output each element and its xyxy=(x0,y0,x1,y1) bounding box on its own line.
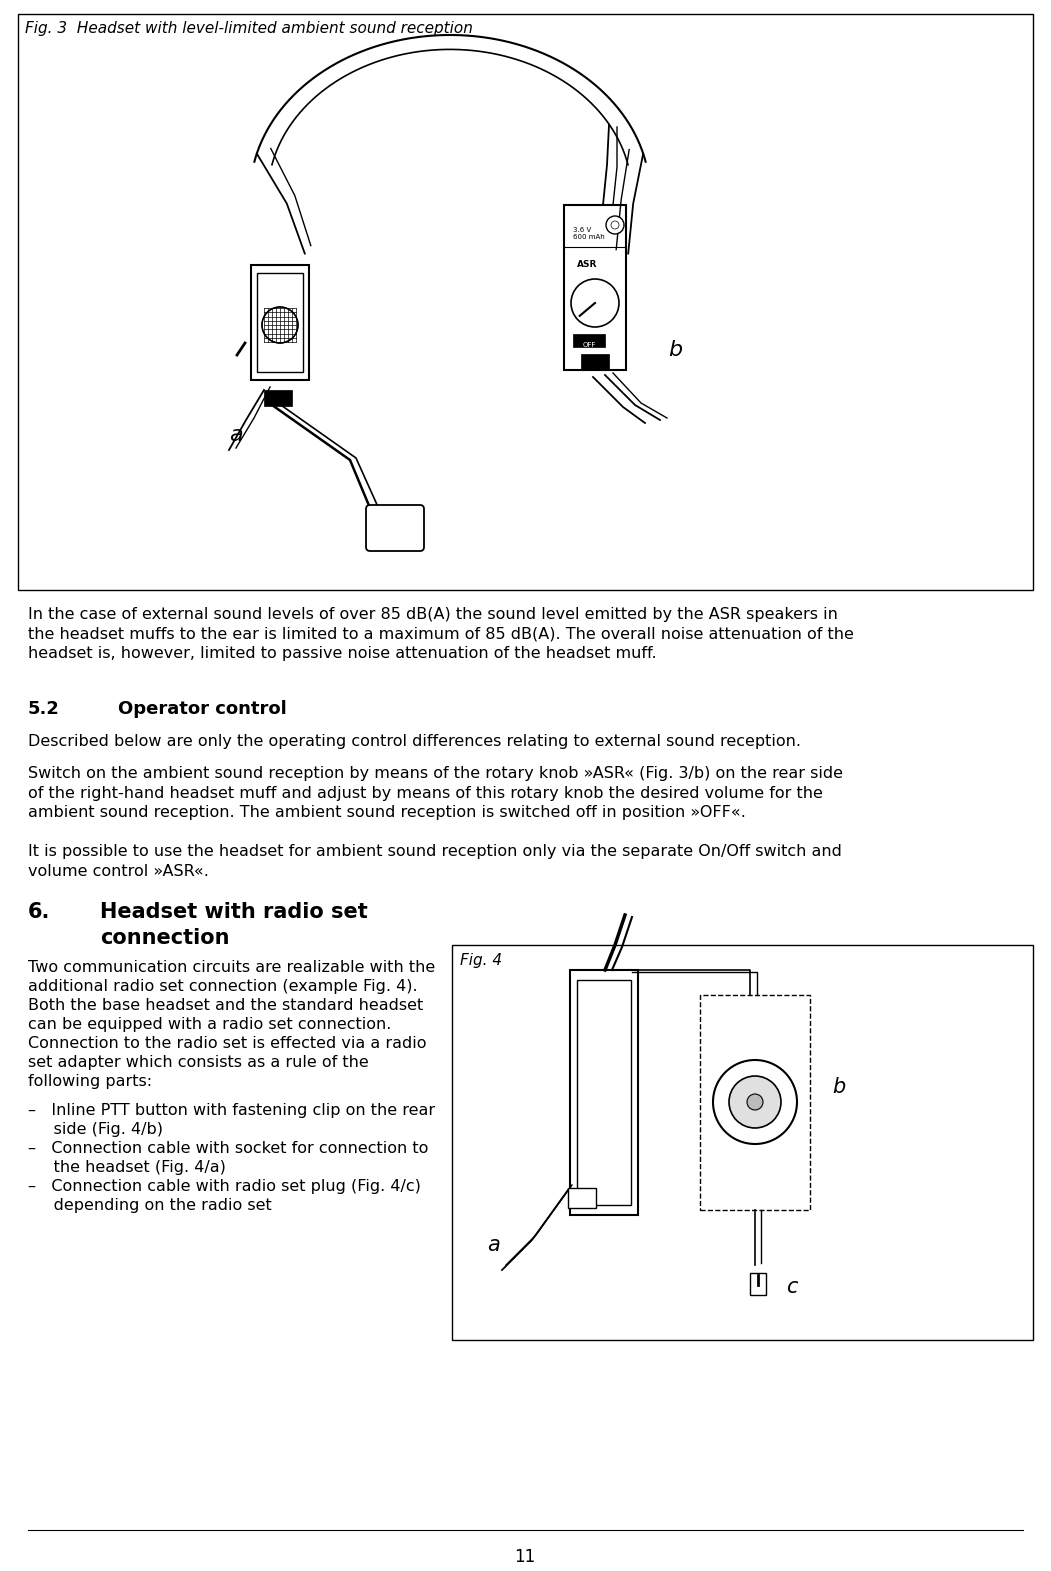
Circle shape xyxy=(611,222,619,229)
Bar xyxy=(573,335,605,347)
Text: a: a xyxy=(229,426,243,445)
Bar xyxy=(251,265,309,380)
FancyBboxPatch shape xyxy=(366,504,424,551)
Text: Fig. 3  Headset with level-limited ambient sound reception: Fig. 3 Headset with level-limited ambien… xyxy=(25,20,473,36)
Text: In the case of external sound levels of over 85 dB(A) the sound level emitted by: In the case of external sound levels of … xyxy=(28,606,853,661)
Text: b: b xyxy=(668,339,682,360)
Text: Operator control: Operator control xyxy=(118,701,287,718)
Text: a: a xyxy=(488,1235,500,1255)
Text: connection: connection xyxy=(100,928,229,947)
Text: Described below are only the operating control differences relating to external : Described below are only the operating c… xyxy=(28,734,801,749)
Text: Headset with radio set: Headset with radio set xyxy=(100,902,368,922)
Circle shape xyxy=(729,1076,781,1128)
Circle shape xyxy=(713,1060,797,1144)
Bar xyxy=(581,353,609,371)
Bar xyxy=(257,273,303,372)
Text: –   Connection cable with socket for connection to: – Connection cable with socket for conne… xyxy=(28,1141,429,1156)
Circle shape xyxy=(606,215,624,234)
Text: 3.6 V
600 mAh: 3.6 V 600 mAh xyxy=(573,226,604,240)
Text: side (Fig. 4/b): side (Fig. 4/b) xyxy=(28,1122,163,1137)
Circle shape xyxy=(571,280,619,327)
Bar xyxy=(577,980,631,1205)
Bar xyxy=(568,1188,596,1208)
Bar xyxy=(264,390,292,405)
Text: It is possible to use the headset for ambient sound reception only via the separ: It is possible to use the headset for am… xyxy=(28,844,842,878)
Bar xyxy=(564,204,626,371)
Circle shape xyxy=(747,1093,763,1111)
Circle shape xyxy=(262,306,298,342)
Text: 5.2: 5.2 xyxy=(28,701,60,718)
Bar xyxy=(452,946,1033,1340)
Text: set adapter which consists as a rule of the: set adapter which consists as a rule of … xyxy=(28,1056,369,1070)
Bar xyxy=(18,14,1033,591)
Text: c: c xyxy=(786,1277,798,1298)
Text: Both the base headset and the standard headset: Both the base headset and the standard h… xyxy=(28,998,424,1013)
Bar xyxy=(700,994,810,1210)
Text: the headset (Fig. 4/a): the headset (Fig. 4/a) xyxy=(28,1159,226,1175)
Text: –   Inline PTT button with fastening clip on the rear: – Inline PTT button with fastening clip … xyxy=(28,1103,435,1119)
Text: following parts:: following parts: xyxy=(28,1075,152,1089)
Text: –   Connection cable with radio set plug (Fig. 4/c): – Connection cable with radio set plug (… xyxy=(28,1178,420,1194)
Bar xyxy=(750,1273,766,1295)
Text: Two communication circuits are realizable with the: Two communication circuits are realizabl… xyxy=(28,960,435,976)
Text: 6.: 6. xyxy=(28,902,50,922)
Text: Switch on the ambient sound reception by means of the rotary knob »ASR« (Fig. 3/: Switch on the ambient sound reception by… xyxy=(28,767,843,820)
Text: 11: 11 xyxy=(514,1547,536,1566)
Bar xyxy=(570,969,638,1214)
Text: can be equipped with a radio set connection.: can be equipped with a radio set connect… xyxy=(28,1016,391,1032)
Text: OFF: OFF xyxy=(582,342,596,349)
Text: additional radio set connection (example Fig. 4).: additional radio set connection (example… xyxy=(28,979,417,994)
Text: b: b xyxy=(832,1078,845,1097)
Text: ASR: ASR xyxy=(577,259,597,269)
Text: Connection to the radio set is effected via a radio: Connection to the radio set is effected … xyxy=(28,1035,427,1051)
Text: depending on the radio set: depending on the radio set xyxy=(28,1199,272,1213)
Text: Fig. 4: Fig. 4 xyxy=(460,954,502,968)
